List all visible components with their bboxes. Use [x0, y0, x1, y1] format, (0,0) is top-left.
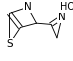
Text: S: S — [6, 39, 13, 49]
Text: N: N — [24, 2, 32, 12]
Text: N: N — [58, 12, 66, 22]
Text: HO: HO — [60, 2, 73, 12]
